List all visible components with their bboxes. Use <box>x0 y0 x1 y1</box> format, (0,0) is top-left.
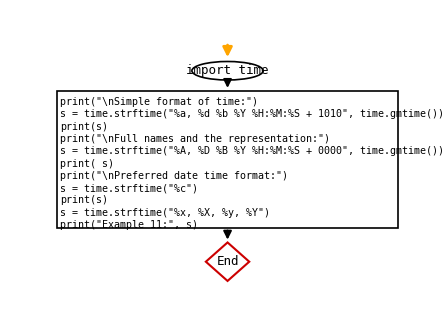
Text: print("Example 11:", s): print("Example 11:", s) <box>60 220 198 230</box>
Text: End: End <box>216 255 239 268</box>
Text: s = time.strftime("%A, %D %B %Y %H:%M:%S + 0000", time.gmtime()): s = time.strftime("%A, %D %B %Y %H:%M:%S… <box>60 146 444 156</box>
Text: s = time.strftime("%x, %X, %y, %Y"): s = time.strftime("%x, %X, %y, %Y") <box>60 208 270 218</box>
Bar <box>57 91 398 228</box>
Text: print("\nFull names and the representation:"): print("\nFull names and the representati… <box>60 134 330 144</box>
Polygon shape <box>206 243 249 281</box>
Ellipse shape <box>192 61 263 80</box>
Text: import time: import time <box>186 64 269 77</box>
Text: print("\nPreferred date time format:"): print("\nPreferred date time format:") <box>60 171 288 181</box>
Text: print(s): print(s) <box>60 196 108 205</box>
Text: print("\nSimple format of time:"): print("\nSimple format of time:") <box>60 97 258 107</box>
Text: print(s): print(s) <box>60 122 108 132</box>
Text: s = time.strftime("%a, %d %b %Y %H:%M:%S + 1010", time.gmtime()): s = time.strftime("%a, %d %b %Y %H:%M:%S… <box>60 109 444 119</box>
Text: print( s): print( s) <box>60 158 114 169</box>
Text: s = time.strftime("%c"): s = time.strftime("%c") <box>60 183 198 193</box>
